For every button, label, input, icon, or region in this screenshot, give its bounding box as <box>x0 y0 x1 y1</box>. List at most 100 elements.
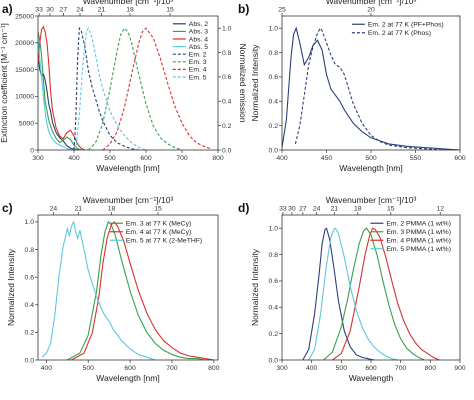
y2-axis-title: Normalized emission <box>238 44 248 123</box>
top-tick-label: 24 <box>50 206 58 213</box>
top-tick-label: 18 <box>126 7 134 14</box>
y-tick-label: 0.8 <box>269 50 279 57</box>
y-axis-title: Normalized Intensity <box>6 248 16 326</box>
series-line-em-2-at-77-k-pf-phos- <box>282 26 460 150</box>
y-axis-title: Normalized Intensity <box>250 44 260 122</box>
legend-label: Em. 2 PMMA (1 wt%) <box>386 221 451 228</box>
legend-label: Abs. 3 <box>189 29 208 36</box>
top-tick-label: 21 <box>74 206 82 213</box>
top-axis-title: Wavenumber [cm⁻¹]/10³ <box>326 195 417 205</box>
x-tick-label: 800 <box>425 365 437 372</box>
series-line-em-2 <box>73 26 139 150</box>
y-tick-label: 10000 <box>15 94 34 101</box>
y-tick-label: 0.4 <box>269 99 279 106</box>
x-tick-label: 500 <box>83 365 95 372</box>
y2-tick-label: 1.0 <box>222 25 232 32</box>
legend-label: Em. 4 at 77 K (MeCy) <box>126 229 191 236</box>
y-axis-title: Extinction coefficient [M⁻¹ cm⁻¹] <box>0 23 9 143</box>
y2-tick-label: 0.0 <box>222 147 232 154</box>
x-tick-label: 400 <box>276 155 288 162</box>
series-line-em-3-at-77-k-mecy- <box>67 220 214 360</box>
panel-letter: d) <box>238 201 249 215</box>
x-tick-label: 700 <box>176 155 188 162</box>
y-tick-label: 0.4 <box>269 305 279 312</box>
top-tick-label: 27 <box>299 206 307 213</box>
y-axis-title: Normalized Intensity <box>250 248 260 326</box>
y-tick-label: 1.0 <box>269 25 279 32</box>
x-tick-label: 550 <box>410 155 422 162</box>
y-tick-label: 0.8 <box>25 247 35 254</box>
top-tick-label: 21 <box>330 206 338 213</box>
legend-label: Em. 3 at 77 K (MeCy) <box>126 221 191 228</box>
x-tick-label: 400 <box>68 155 80 162</box>
y-tick-label: 0.6 <box>25 274 35 281</box>
top-tick-label: 21 <box>98 7 106 14</box>
top-tick-label: 33 <box>35 7 43 14</box>
y-tick-label: 0.0 <box>269 357 279 364</box>
y-tick-label: 0.2 <box>269 331 279 338</box>
y-tick-label: 0.4 <box>25 302 35 309</box>
y-tick-label: 0.0 <box>269 147 279 154</box>
legend: Em. 2 at 77 K (PF+Phos)Em. 2 at 77 K (Ph… <box>351 22 444 37</box>
top-tick-label: 15 <box>387 206 395 213</box>
y-tick-label: 0.2 <box>25 330 35 337</box>
legend-label: Em. 4 <box>189 67 207 74</box>
legend-label: Em. 3 PMMA (1 wt%) <box>386 229 451 236</box>
x-tick-label: 450 <box>321 155 333 162</box>
top-axis-title: Wavenumber [cm⁻¹]/10³ <box>83 0 174 6</box>
series-line-em-4-pmma-1-wt- <box>332 227 440 360</box>
y2-tick-label: 0.6 <box>222 74 232 81</box>
series-line-em-4 <box>102 27 211 150</box>
y-tick-label: 25000 <box>15 13 34 20</box>
legend-label: Em. 4 PMMA (1 wt%) <box>386 238 451 245</box>
legend-label: Abs. 2 <box>189 21 208 28</box>
chart-panel-1: a) 300 400 500 600 700 800 0 5000 10000 15000 20000… <box>0 0 248 173</box>
series-line-em-5-pmma-1-wt- <box>308 227 398 360</box>
y-tick-label: 0.6 <box>269 278 279 285</box>
x-tick-label: 700 <box>166 365 178 372</box>
y-tick-label: 0 <box>30 147 34 154</box>
chart-panel-3: c) 400 500 600 700 800 0.0 0.2 0.4 0.6 0.8 1.0 24 21 1… <box>2 195 220 383</box>
x-tick-label: 500 <box>365 155 377 162</box>
top-tick-label: 33 <box>279 206 287 213</box>
panel-letter: c) <box>2 201 13 215</box>
x-tick-label: 600 <box>454 155 466 162</box>
y-tick-label: 1.0 <box>25 219 35 226</box>
series-line-em-3 <box>88 27 183 150</box>
top-tick-label: 24 <box>313 206 321 213</box>
y-tick-label: 1.0 <box>269 225 279 232</box>
legend-label: Em. 2 at 77 K (PF+Phos) <box>368 22 444 29</box>
x-axis-title: Wavelength [nm] <box>96 163 159 173</box>
top-tick-label: 25 <box>278 7 286 14</box>
panel-letter: b) <box>238 2 249 16</box>
series-line-em-2-pmma-1-wt- <box>302 227 375 360</box>
top-tick-label: 15 <box>166 7 174 14</box>
top-tick-label: 24 <box>76 7 84 14</box>
x-tick-label: 800 <box>208 365 220 372</box>
series-line-em-2-at-77-k-phos- <box>294 27 460 150</box>
legend-label: Abs. 5 <box>189 44 208 51</box>
top-tick-label: 30 <box>46 7 54 14</box>
top-tick-label: 15 <box>154 206 162 213</box>
legend-label: Em. 2 <box>189 52 207 59</box>
y-tick-label: 0.6 <box>269 74 279 81</box>
legend-label: Abs. 4 <box>189 36 208 43</box>
x-tick-label: 600 <box>124 365 136 372</box>
top-tick-label: 27 <box>60 7 68 14</box>
series-line-abs-3 <box>38 31 82 150</box>
series-line-abs-5 <box>38 37 75 150</box>
top-tick-label: 18 <box>354 206 362 213</box>
legend-label: Em. 2 at 77 K (Phos) <box>368 30 431 37</box>
y2-tick-label: 0.8 <box>222 50 232 57</box>
y-tick-label: 20000 <box>15 40 34 47</box>
legend-label: Em. 5 at 77 K (2-MeTHF) <box>126 238 202 245</box>
chart-panel-4: d) 300 400 500 600 700 800 900 0.0 0.2 0.4 0.6 0.8 1.… <box>238 195 466 383</box>
top-axis-title: Wavenumber [cm⁻¹]/10³ <box>83 195 174 205</box>
top-tick-label: 20 <box>367 7 375 14</box>
legend: Em. 3 at 77 K (MeCy)Em. 4 at 77 K (MeCy)… <box>109 221 202 245</box>
top-tick-label: 12 <box>436 206 444 213</box>
x-tick-label: 600 <box>140 155 152 162</box>
